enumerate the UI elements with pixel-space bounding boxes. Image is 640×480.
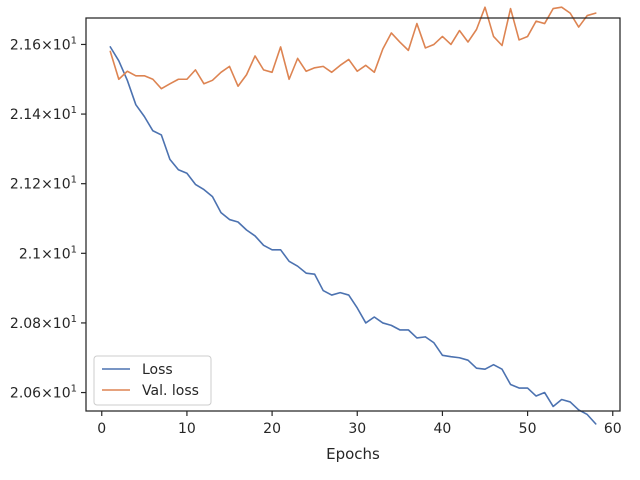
x-tick-label: 50	[519, 421, 537, 437]
plot-area-background	[86, 18, 620, 411]
series-line-loss	[109, 46, 597, 425]
legend-label-val-loss: Val. loss	[142, 383, 199, 399]
x-tick-label: 10	[178, 421, 196, 437]
plot-frame	[85, 17, 621, 412]
x-tick-label: 0	[97, 421, 106, 437]
x-tick-label: 40	[434, 421, 452, 437]
y-tick-label: 2.14×101	[10, 105, 77, 123]
y-tick-label: 2.08×101	[10, 314, 77, 332]
y-tick-label: 2.16×101	[10, 35, 77, 53]
x-tick-label: 20	[263, 421, 281, 437]
y-tick-label: 2.12×101	[10, 175, 77, 193]
legend: Loss Val. loss	[93, 355, 212, 406]
x-tick-label: 60	[604, 421, 622, 437]
x-axis: 0 10 20 30 40 50 60	[97, 411, 622, 437]
y-tick-label: 2.1×101	[19, 244, 77, 262]
x-tick-label: 30	[348, 421, 366, 437]
y-tick-label: 2.06×101	[10, 384, 77, 402]
series-layer	[109, 6, 597, 425]
legend-label-loss: Loss	[142, 362, 173, 378]
series-line-val-loss	[109, 6, 597, 90]
x-axis-label: Epochs	[326, 445, 380, 463]
y-axis: 2.06×101 2.08×101 2.1×101 2.12×101 2.14×101 2…	[10, 35, 86, 402]
